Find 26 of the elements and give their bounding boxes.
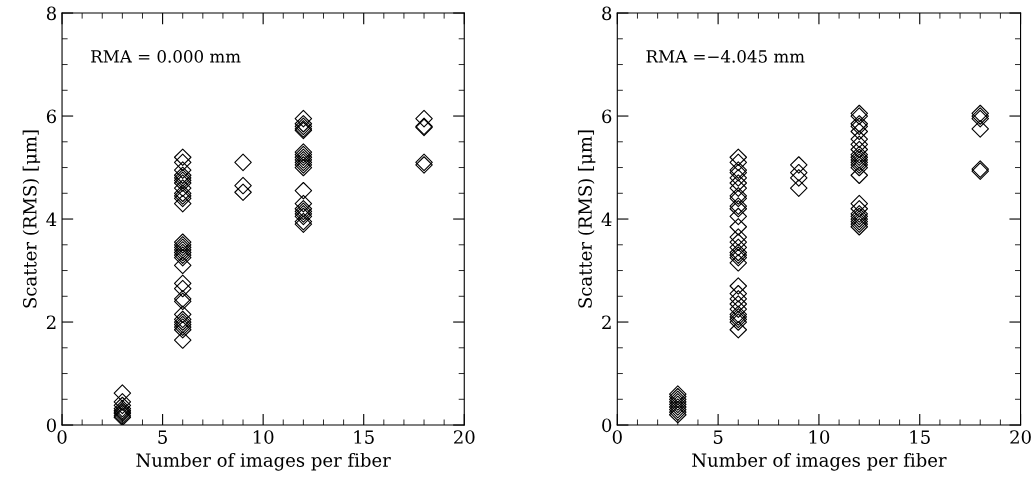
x-axis-title: Number of images per fiber [136,452,391,471]
x-tick-label: 10 [253,430,274,444]
x-tick-label: 0 [57,430,67,444]
x-axis-title: Number of images per fiber [692,452,947,471]
x-tick-label: 5 [158,430,167,444]
x-tick-label: 5 [713,430,723,444]
y-tick-label: 8 [602,6,612,21]
x-tick-label: 0 [612,430,622,444]
x-tick-label: 20 [454,430,475,444]
x-tick-label: 10 [809,430,830,444]
y-tick-label: 0 [602,418,612,433]
y-axis-title: Scatter (RMS) [μm] [577,130,596,308]
x-tick-label: 20 [1010,430,1031,444]
y-tick-label: 6 [602,109,612,124]
y-tick-label: 4 [601,212,612,226]
x-tick-label: 15 [354,430,374,444]
y-tick-label: 6 [46,109,57,124]
y-tick-label: 8 [46,6,56,21]
y-tick-label: 2 [46,315,56,329]
annotation: RMA =−4.045 mm [646,50,805,63]
y-axis-title: Scatter (RMS) [μm] [22,130,41,308]
annotation: RMA = 0.000 mm [91,50,241,63]
x-tick-label: 15 [910,430,930,444]
y-tick-label: 2 [602,315,611,329]
y-tick-label: 0 [46,418,56,433]
y-tick-label: 4 [46,212,57,226]
